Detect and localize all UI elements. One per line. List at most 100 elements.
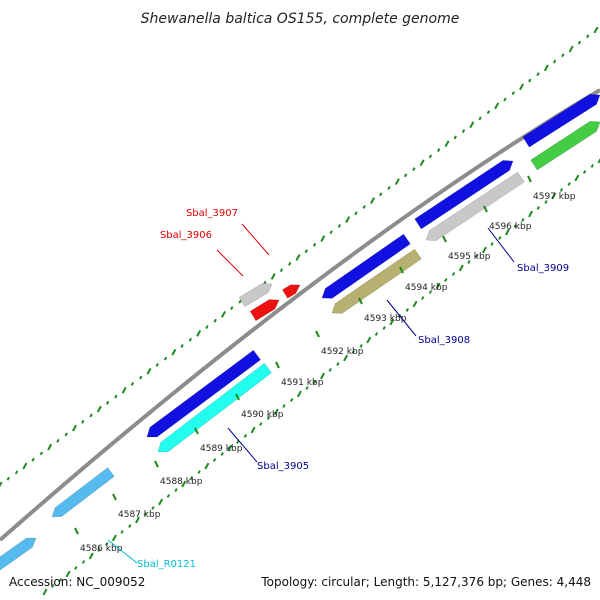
outer-guide-dot: [419, 159, 425, 167]
outer-guide-dot: [56, 438, 60, 443]
inner-guide-dot: [88, 552, 94, 560]
outer-guide-dot: [469, 121, 475, 129]
outer-guide-dot: [279, 268, 284, 273]
gene-labels: Sbal_R0121 Sbal_3905 Sbal_3906 Sbal_3907 Sba…: [107, 208, 569, 570]
inner-guide-dot: [498, 236, 502, 240]
outer-guide-dot: [114, 394, 118, 399]
inner-guide-dot: [536, 206, 541, 210]
inner-guide-dot: [42, 588, 48, 596]
genome-backbone: [0, 88, 600, 542]
outer-guide-dot: [196, 329, 202, 337]
inner-guide-dot: [320, 372, 325, 380]
inner-guide-dot: [212, 458, 217, 462]
outer-guide-dot: [428, 154, 433, 159]
inner-guide-dot: [328, 368, 332, 372]
outer-guide-dot: [577, 40, 582, 45]
outer-guide-dot: [155, 363, 159, 367]
inner-guide-dot: [590, 164, 594, 168]
outer-guide-dot: [270, 273, 276, 280]
outer-guide-dot: [370, 197, 375, 204]
inner-guide-dot: [374, 332, 379, 336]
outer-guide-dot: [511, 91, 515, 96]
outer-guide-dot: [329, 230, 333, 235]
tick-mark: [194, 427, 199, 435]
outer-guide-dot: [394, 178, 400, 186]
inner-guide-dot: [574, 174, 580, 182]
inner-guide-dot: [227, 444, 233, 452]
outer-guide-dot: [130, 381, 135, 386]
outer-guide-dot: [22, 462, 28, 470]
inner-guide-dot: [111, 534, 117, 542]
outer-guide-dot: [528, 78, 532, 83]
outer-guide-dot: [345, 216, 351, 223]
outer-guide-dot: [139, 375, 143, 380]
label-leader-line: [487, 227, 515, 263]
outer-guide-dot: [437, 148, 441, 152]
outer-guide-dot: [304, 249, 308, 254]
tick-label: 4592 kbp: [321, 347, 364, 357]
tick-mark: [112, 493, 117, 501]
tick-label: 4593 kbp: [364, 314, 407, 324]
outer-guide-dot: [171, 348, 177, 356]
outer-guide-dot: [320, 235, 326, 242]
tick-mark: [235, 393, 240, 401]
inner-guide-dot: [81, 560, 86, 564]
outer-guide-dot: [561, 53, 565, 58]
inner-guide-dot: [366, 336, 372, 344]
gene-arrow-olive: [331, 248, 422, 314]
outer-guide-dot: [543, 64, 549, 72]
inner-guide-dot: [166, 494, 171, 498]
inner-guide-dot: [351, 350, 356, 354]
outer-guide-dot: [230, 306, 234, 310]
outer-guide-dot: [0, 481, 3, 488]
label-leader-line: [227, 427, 258, 463]
tick-label: 4595 kbp: [448, 252, 491, 262]
inner-guide-dot: [405, 308, 409, 312]
inner-guide-dot: [544, 200, 548, 204]
tick-label: 4589 kbp: [200, 444, 243, 454]
gene-arrow-gray: [425, 171, 525, 241]
label-leader-line: [241, 223, 270, 256]
inner-guide-dot: [250, 426, 256, 434]
inner-guide-dot: [104, 542, 109, 546]
inner-guide-dot: [97, 548, 101, 552]
gene-arrow-red: [282, 284, 301, 299]
inner-guide-dot: [551, 192, 557, 200]
outer-guide-dot: [403, 173, 408, 178]
outer-guide-dot: [444, 140, 450, 148]
outer-guide-dot: [593, 26, 599, 34]
outer-guide-dot: [64, 432, 68, 437]
tick-label: 4594 kbp: [405, 283, 448, 293]
inner-guide-dot: [305, 386, 309, 390]
outer-guide-dot: [205, 325, 209, 329]
outer-guide-dot: [121, 386, 127, 394]
inner-guide-dot: [273, 408, 279, 416]
outer-guide-dot: [486, 110, 491, 115]
label-leader-line: [107, 539, 138, 564]
gene-arrow-gray: [238, 283, 273, 308]
outer-guide-dot: [494, 102, 500, 110]
inner-guide-dot: [444, 278, 448, 282]
inner-guide-dot: [582, 170, 587, 174]
inner-guide-dot: [189, 476, 194, 480]
inner-guide-dot: [467, 260, 471, 264]
outer-guide-dot: [163, 356, 168, 361]
outer-guide-dot: [146, 367, 152, 375]
tick-mark: [275, 361, 280, 369]
inner-guide-dot: [521, 218, 525, 222]
outer-guide-dot: [461, 129, 466, 134]
tick-label: 4587 kbp: [118, 510, 161, 520]
label-leader-line: [216, 249, 244, 277]
outer-guide-dot: [6, 476, 10, 481]
tick-mark: [154, 460, 159, 468]
inner-guide-dot: [490, 242, 494, 246]
outer-guide-dot: [96, 405, 102, 413]
gene-label: Sbal_3909: [517, 263, 569, 274]
tick-label: 4590 kbp: [241, 410, 284, 420]
tick-mark: [358, 297, 363, 305]
gene-arrow-lightblue: [51, 467, 115, 518]
inner-guide-dot: [458, 264, 464, 272]
inner-guide-dot: [435, 282, 441, 290]
inner-guide-dot: [128, 524, 132, 528]
scale-ticks: 4586 kbp 4587 kbp 4588 kbp 4589 kbp 4590 kbp…: [74, 175, 576, 554]
